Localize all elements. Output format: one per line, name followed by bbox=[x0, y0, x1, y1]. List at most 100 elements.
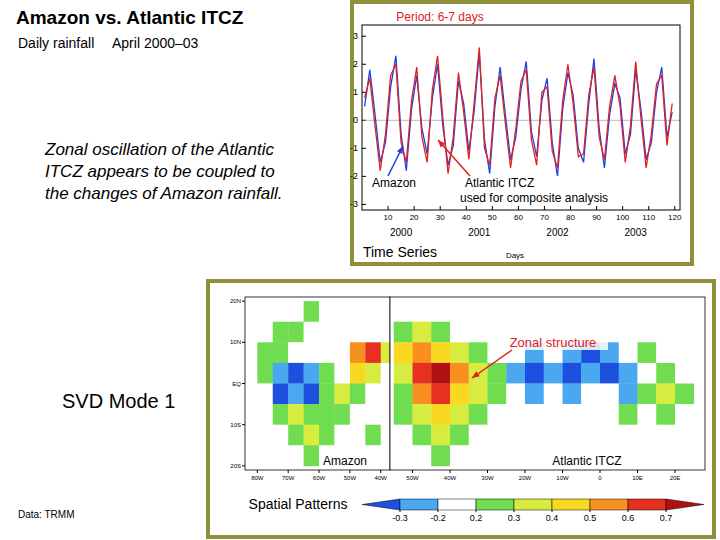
heatmap-cell bbox=[656, 363, 675, 384]
heatmap-cell bbox=[506, 425, 525, 446]
heatmap-cell bbox=[619, 363, 638, 384]
x-tick-label: 60W bbox=[313, 475, 326, 481]
heatmap-cell bbox=[638, 384, 657, 405]
heatmap-cell bbox=[394, 404, 413, 425]
heatmap-cell bbox=[319, 404, 335, 425]
heatmap-cell bbox=[334, 404, 350, 425]
x-tick-label: 50W bbox=[406, 475, 419, 481]
heatmap-cell bbox=[288, 384, 304, 405]
arrow-shaft bbox=[388, 146, 403, 176]
x-tick-label: 30 bbox=[436, 213, 445, 222]
x-tick bbox=[349, 470, 350, 473]
y-tick-label: 10N bbox=[230, 339, 241, 345]
x-tick bbox=[319, 470, 320, 473]
heatmap-cell bbox=[544, 384, 563, 405]
colorbar-segment bbox=[628, 499, 666, 510]
y-tick bbox=[242, 424, 245, 425]
x-tick bbox=[440, 206, 441, 210]
x-tick-label: 30W bbox=[481, 475, 494, 481]
y-tick-label: EQ bbox=[232, 381, 241, 387]
heatmap-cell bbox=[319, 425, 335, 446]
heatmap-cell bbox=[245, 342, 258, 363]
y-tick bbox=[362, 176, 366, 177]
heatmap-cell bbox=[245, 322, 258, 343]
heatmap-cell bbox=[450, 301, 469, 322]
heatmap-cell bbox=[638, 425, 657, 446]
heatmap-cell bbox=[469, 342, 488, 363]
x-tick bbox=[487, 470, 488, 473]
heatmap-cell bbox=[506, 363, 525, 384]
heatmap-cell bbox=[257, 301, 273, 322]
heatmap-cell bbox=[381, 363, 390, 384]
annotation: Amazon bbox=[372, 176, 416, 190]
heatmap-cell bbox=[365, 363, 381, 384]
x-tick bbox=[544, 206, 545, 210]
heatmap-cell bbox=[350, 363, 366, 384]
heatmap-cell bbox=[273, 363, 289, 384]
annotations: AmazonAtlantic ITCZused for composite an… bbox=[369, 140, 636, 206]
x-tick bbox=[257, 470, 258, 473]
heatmap-cell bbox=[257, 404, 273, 425]
note-line: the changes of Amazon rainfall. bbox=[45, 184, 283, 203]
x-tick bbox=[648, 206, 649, 210]
heatmap-cell bbox=[450, 445, 469, 466]
heatmap-cells bbox=[394, 301, 694, 466]
svd-label: SVD Mode 1 bbox=[62, 390, 175, 412]
x-tick-label: 70 bbox=[540, 213, 549, 222]
heatmap-cell bbox=[288, 404, 304, 425]
heatmap-cell bbox=[488, 445, 507, 466]
heatmap-cell bbox=[304, 342, 320, 363]
heatmap-cell bbox=[365, 425, 381, 446]
note-line: ITCZ appears to be coupled to bbox=[45, 162, 275, 181]
y-tick bbox=[242, 465, 245, 466]
heatmap-cell bbox=[506, 301, 525, 322]
heatmap-cell bbox=[431, 404, 450, 425]
y-tick-label: 2 bbox=[353, 59, 358, 69]
heatmap-cell bbox=[488, 425, 507, 446]
heatmap-cell bbox=[334, 384, 350, 405]
heatmap-cell bbox=[350, 425, 366, 446]
heatmap-cell bbox=[581, 425, 600, 446]
x-tick bbox=[466, 206, 467, 210]
heatmap-cell bbox=[350, 301, 366, 322]
heatmap-cell bbox=[413, 425, 432, 446]
heatmap-cell bbox=[469, 384, 488, 405]
x-tick bbox=[450, 470, 451, 473]
heatmap-cell bbox=[304, 404, 320, 425]
heatmap-cell bbox=[469, 425, 488, 446]
heatmap-cell bbox=[600, 301, 619, 322]
heatmap-cell bbox=[365, 342, 381, 363]
x-tick-label: 50W bbox=[344, 475, 357, 481]
heatmap-cell bbox=[288, 363, 304, 384]
heatmap-cell bbox=[544, 301, 563, 322]
colorbar-segment bbox=[666, 499, 704, 510]
colorbar-segment bbox=[438, 499, 476, 510]
heatmap-cell bbox=[619, 301, 638, 322]
colorbar-tick bbox=[666, 510, 667, 512]
heatmap-cell bbox=[365, 404, 381, 425]
y-tick-label: -2 bbox=[350, 171, 358, 181]
heatmap-cell bbox=[656, 384, 675, 405]
x-tick-label: 60 bbox=[514, 213, 523, 222]
annotation: Zonal structure bbox=[510, 335, 597, 350]
x-tick-label: 40 bbox=[462, 213, 471, 222]
x-tick bbox=[414, 206, 415, 210]
heatmap-cell bbox=[273, 404, 289, 425]
x-tick-label: 40W bbox=[375, 475, 388, 481]
y-tick bbox=[362, 148, 366, 149]
panel-label: Spatial Patterns bbox=[249, 496, 348, 512]
arrow-head bbox=[438, 140, 445, 148]
x-tick bbox=[637, 470, 638, 473]
plot-frame bbox=[362, 25, 680, 210]
heatmap-cell bbox=[245, 363, 258, 384]
heatmap-cell bbox=[350, 322, 366, 343]
heatmap-cell bbox=[638, 404, 657, 425]
heatmap-cell bbox=[525, 445, 544, 466]
colorbar-segment bbox=[400, 499, 438, 510]
heatmap-cell bbox=[381, 301, 390, 322]
heatmap-cell bbox=[394, 322, 413, 343]
heatmap-cell bbox=[563, 404, 582, 425]
heatmap-cell bbox=[288, 445, 304, 466]
heatmap-cell bbox=[394, 425, 413, 446]
heatmap-cell bbox=[450, 363, 469, 384]
